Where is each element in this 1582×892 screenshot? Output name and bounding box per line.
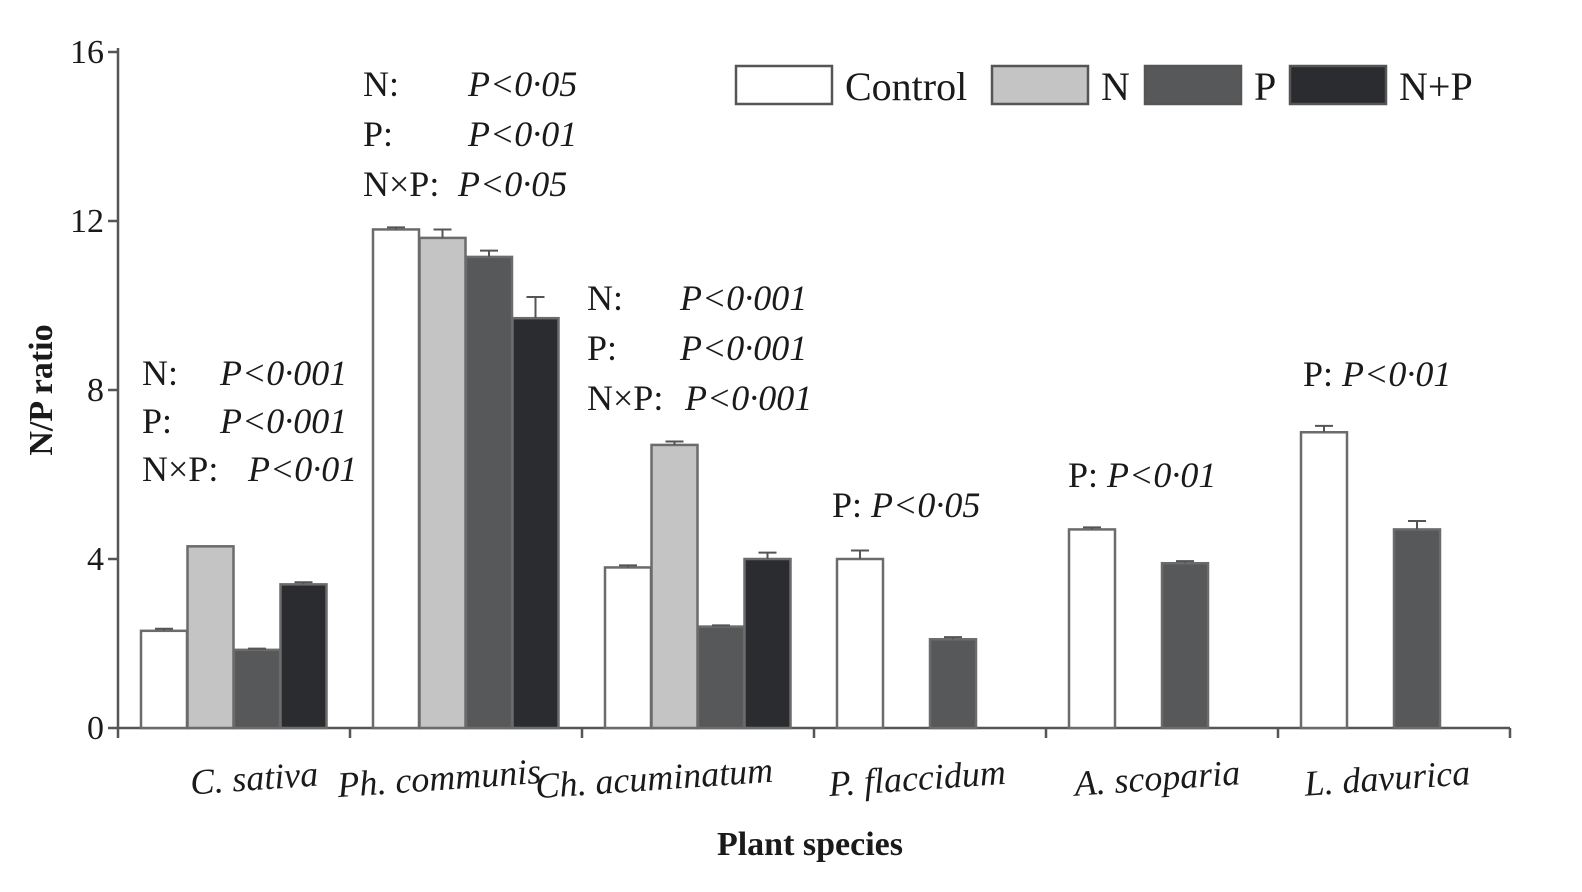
bar xyxy=(928,638,978,730)
category-label: C. sativa xyxy=(189,754,319,803)
bar xyxy=(1160,561,1210,730)
legend-swatch xyxy=(1288,64,1388,106)
significance-annotation: P: P<0·01 xyxy=(1303,354,1451,394)
bar xyxy=(139,629,189,730)
significance-annotation: P: P<0·01 xyxy=(1068,455,1216,495)
bar xyxy=(418,236,467,730)
bar xyxy=(835,557,885,730)
x-axis-title: Plant species xyxy=(717,826,903,863)
legend-label: N+P xyxy=(1399,64,1473,109)
legend-label: P xyxy=(1254,64,1276,109)
y-axis-title: N/P ratio xyxy=(23,324,60,455)
bar xyxy=(511,316,560,730)
bar xyxy=(650,443,699,730)
legend-swatch xyxy=(1143,64,1243,106)
significance-factor: N×P: xyxy=(142,449,218,489)
significance-factor: N: xyxy=(363,64,399,104)
significance-pvalue: P<0·05 xyxy=(457,164,567,204)
bar xyxy=(1299,431,1349,730)
significance-factor: P: xyxy=(363,114,393,154)
significance-pvalue: P<0·01 xyxy=(467,114,577,154)
significance-pvalue: P<0·001 xyxy=(679,278,807,318)
bar xyxy=(696,625,746,730)
y-tick-label: 16 xyxy=(70,34,104,71)
category-label: Ch. acuminatum xyxy=(534,750,774,807)
legend-label: Control xyxy=(845,64,967,109)
category-label: Ph. communis xyxy=(335,751,542,805)
legend: Control N P N+P xyxy=(734,64,1473,109)
significance-factor: N: xyxy=(142,353,178,393)
significance-pvalue: P<0·001 xyxy=(684,378,812,418)
significance-factor: P: xyxy=(587,328,617,368)
significance-factor: N×P: xyxy=(587,378,663,418)
bar xyxy=(1392,528,1442,730)
bar xyxy=(743,557,792,730)
bar xyxy=(279,583,328,730)
legend-swatch xyxy=(734,64,834,106)
bar xyxy=(603,566,653,730)
category-label: L. davurica xyxy=(1302,752,1471,804)
y-tick-label: 12 xyxy=(70,203,104,240)
bar xyxy=(371,228,421,730)
y-tick-label: 0 xyxy=(87,710,104,747)
bar xyxy=(464,255,514,730)
category-label: P. flaccidum xyxy=(826,752,1007,804)
bar xyxy=(1067,528,1117,730)
bar xyxy=(186,545,235,730)
category-label: A. scoparia xyxy=(1071,752,1241,804)
significance-factor: N: xyxy=(587,278,623,318)
bar xyxy=(232,648,282,730)
significance-annotation: P: P<0·05 xyxy=(832,485,980,525)
y-tick-label: 8 xyxy=(87,372,104,409)
significance-pvalue: P<0·001 xyxy=(219,353,347,393)
significance-pvalue: P<0·01 xyxy=(247,449,357,489)
significance-factor: N×P: xyxy=(363,164,439,204)
legend-label: N xyxy=(1101,64,1130,109)
significance-factor: P: xyxy=(142,401,172,441)
legend-swatch xyxy=(990,64,1090,106)
significance-pvalue: P<0·001 xyxy=(219,401,347,441)
y-tick-label: 4 xyxy=(87,541,104,578)
significance-pvalue: P<0·05 xyxy=(467,64,577,104)
bars xyxy=(139,226,1442,730)
significance-pvalue: P<0·001 xyxy=(679,328,807,368)
